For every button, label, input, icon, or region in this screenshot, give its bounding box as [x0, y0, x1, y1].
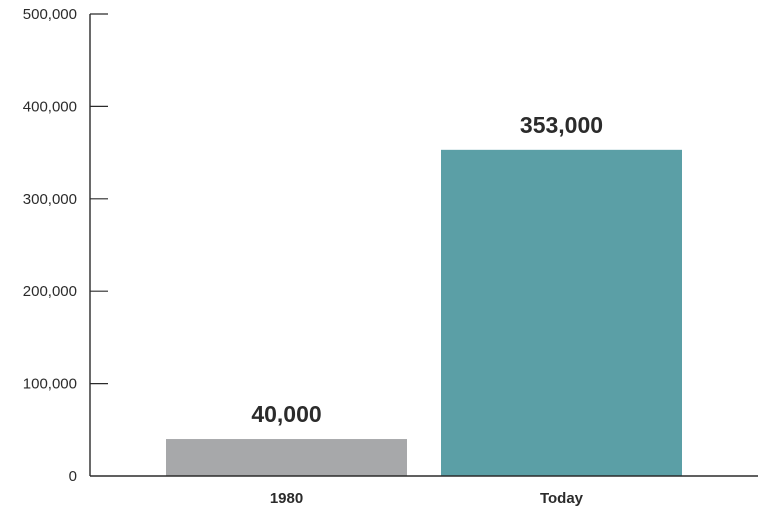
y-tick-label: 400,000	[23, 98, 77, 115]
x-axis-labels: 1980 Today	[270, 490, 584, 507]
bar-value-label: 353,000	[520, 112, 603, 138]
y-tick-label: 500,000	[23, 6, 77, 23]
y-tick-label: 300,000	[23, 191, 77, 208]
bars	[166, 149, 682, 476]
value-labels: 40,000 353,000	[251, 112, 603, 427]
y-tick-label: 200,000	[23, 283, 77, 300]
y-tick-label: 0	[69, 468, 77, 485]
y-axis-ticks: 0 100,000 200,000 300,000 400,000 500,000	[23, 6, 108, 485]
y-tick-label: 100,000	[23, 376, 77, 393]
bar-today	[441, 149, 682, 476]
bar-1980	[166, 439, 407, 476]
bar-value-label: 40,000	[251, 401, 321, 427]
x-category-label: 1980	[270, 490, 303, 507]
x-category-label: Today	[540, 490, 584, 507]
